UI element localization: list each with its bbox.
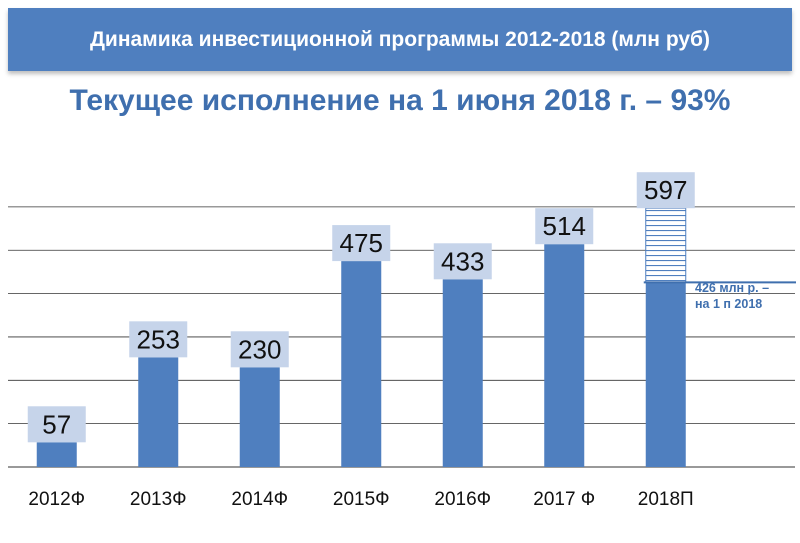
value-label: 514 [543,211,586,241]
bar [36,442,77,467]
bar [442,279,483,467]
value-label-box [332,225,391,262]
category-label: 2017 Ф [533,489,595,510]
title-banner: Динамика инвестиционной программы 2012-2… [8,8,792,71]
value-label: 230 [238,334,281,364]
value-label: 433 [441,246,484,276]
category-label: 2012Ф [28,489,85,510]
value-label: 253 [137,324,180,354]
bar [544,244,585,467]
category-label: 2015Ф [333,489,390,510]
bars [36,207,687,467]
bar [645,282,686,467]
value-labels: 57 253 230 475 433 514 597 [27,172,695,443]
value-label-box [636,172,695,209]
value-label-box [230,331,289,368]
value-label: 475 [340,228,383,258]
value-label-box [129,321,188,358]
value-label-box [27,406,86,443]
bar-plan-remainder [645,207,687,283]
value-label-box [535,208,594,245]
annotations: 426 млн р. – на 1 п 2018 [643,281,796,311]
category-label: 2018П [638,489,694,510]
annotation-text: 426 млн р. – [695,281,769,295]
value-label-box [433,243,492,280]
annotation-text: на 1 п 2018 [695,297,762,311]
category-labels: 2012Ф 2013Ф 2014Ф 2015Ф 2016Ф 2017 Ф 2018П [28,489,693,510]
category-label: 2013Ф [130,489,187,510]
category-label: 2014Ф [231,489,288,510]
bar [341,261,382,467]
value-label: 597 [644,175,687,205]
bar [138,357,179,467]
bar [239,367,280,467]
category-label: 2016Ф [434,489,491,510]
value-label: 57 [42,409,71,439]
subtitle: Текущее исполнение на 1 июня 2018 г. – 9… [69,84,731,117]
banner-title: Динамика инвестиционной программы 2012-2… [89,27,711,51]
